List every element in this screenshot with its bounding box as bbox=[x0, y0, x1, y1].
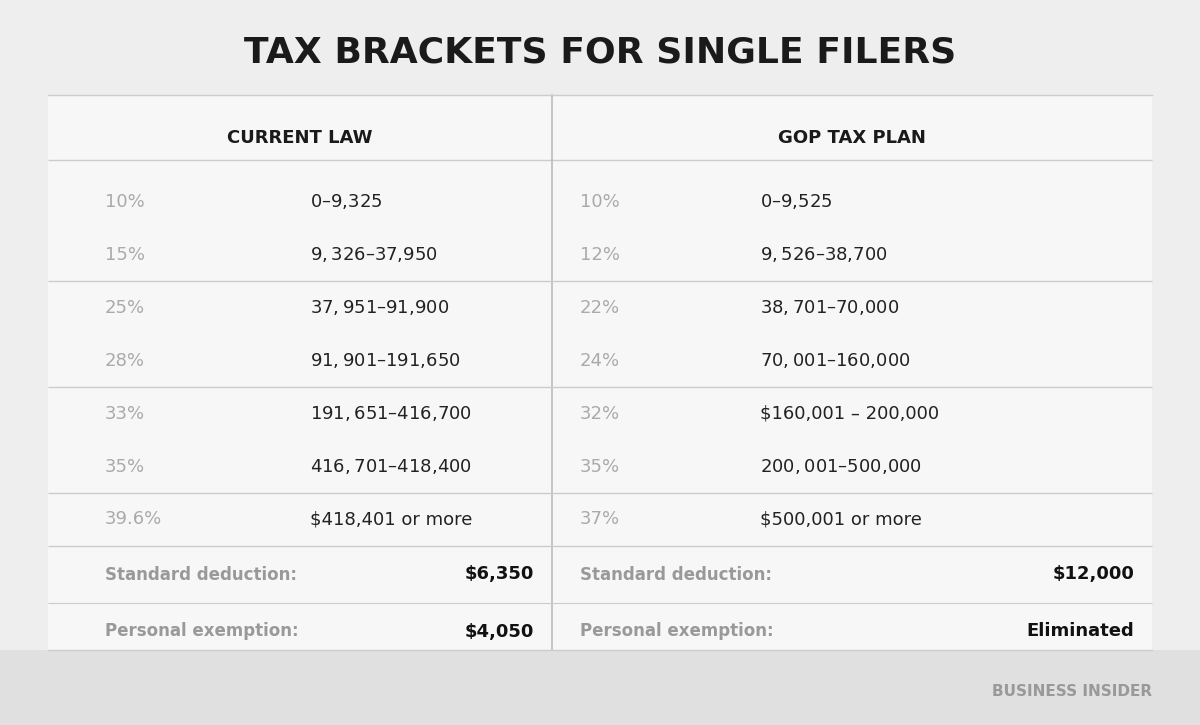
Text: GOP TAX PLAN: GOP TAX PLAN bbox=[778, 129, 926, 147]
Text: $191,651 – $416,700: $191,651 – $416,700 bbox=[310, 404, 472, 423]
Text: $200,001 – $500,000: $200,001 – $500,000 bbox=[760, 457, 922, 476]
Text: $12,000: $12,000 bbox=[1052, 566, 1134, 584]
Text: $0 – $9,525: $0 – $9,525 bbox=[760, 192, 833, 211]
Text: 37%: 37% bbox=[580, 510, 620, 529]
Text: Personal exemption:: Personal exemption: bbox=[106, 623, 299, 640]
Text: 33%: 33% bbox=[106, 405, 145, 423]
Text: 12%: 12% bbox=[580, 246, 620, 263]
Text: $6,350: $6,350 bbox=[464, 566, 534, 584]
Text: $91,901 – $191,650: $91,901 – $191,650 bbox=[310, 351, 461, 370]
Text: 25%: 25% bbox=[106, 299, 145, 317]
Text: 39.6%: 39.6% bbox=[106, 510, 162, 529]
Text: Eliminated: Eliminated bbox=[1026, 623, 1134, 640]
Text: $160,001 – 200,000: $160,001 – 200,000 bbox=[760, 405, 940, 423]
Text: $0 – $9,325: $0 – $9,325 bbox=[310, 192, 383, 211]
Bar bbox=[0, 650, 1200, 725]
Text: $70,001 – $160,000: $70,001 – $160,000 bbox=[760, 351, 911, 370]
Text: TAX BRACKETS FOR SINGLE FILERS: TAX BRACKETS FOR SINGLE FILERS bbox=[244, 35, 956, 69]
Text: 10%: 10% bbox=[106, 193, 145, 210]
Text: Personal exemption:: Personal exemption: bbox=[580, 623, 774, 640]
Text: 15%: 15% bbox=[106, 246, 145, 263]
Text: $4,050: $4,050 bbox=[464, 623, 534, 640]
Text: Standard deduction:: Standard deduction: bbox=[580, 566, 772, 584]
Text: BUSINESS INSIDER: BUSINESS INSIDER bbox=[992, 684, 1152, 700]
Text: 10%: 10% bbox=[580, 193, 619, 210]
Text: $37,951 – $91,900: $37,951 – $91,900 bbox=[310, 298, 449, 317]
Text: $9,326 – $37,950: $9,326 – $37,950 bbox=[310, 245, 438, 264]
Text: 28%: 28% bbox=[106, 352, 145, 370]
Text: 35%: 35% bbox=[106, 457, 145, 476]
Bar bbox=[48, 95, 1152, 650]
Text: $38,701 – $70,000: $38,701 – $70,000 bbox=[760, 298, 899, 317]
Text: $416,701 – $418,400: $416,701 – $418,400 bbox=[310, 457, 472, 476]
Text: CURRENT LAW: CURRENT LAW bbox=[227, 129, 373, 147]
Text: $9,526 – $38,700: $9,526 – $38,700 bbox=[760, 245, 888, 264]
Text: 22%: 22% bbox=[580, 299, 620, 317]
Text: $500,001 or more: $500,001 or more bbox=[760, 510, 922, 529]
Text: 35%: 35% bbox=[580, 457, 620, 476]
Text: Standard deduction:: Standard deduction: bbox=[106, 566, 298, 584]
Text: 24%: 24% bbox=[580, 352, 620, 370]
Text: 32%: 32% bbox=[580, 405, 620, 423]
Text: $418,401 or more: $418,401 or more bbox=[310, 510, 473, 529]
